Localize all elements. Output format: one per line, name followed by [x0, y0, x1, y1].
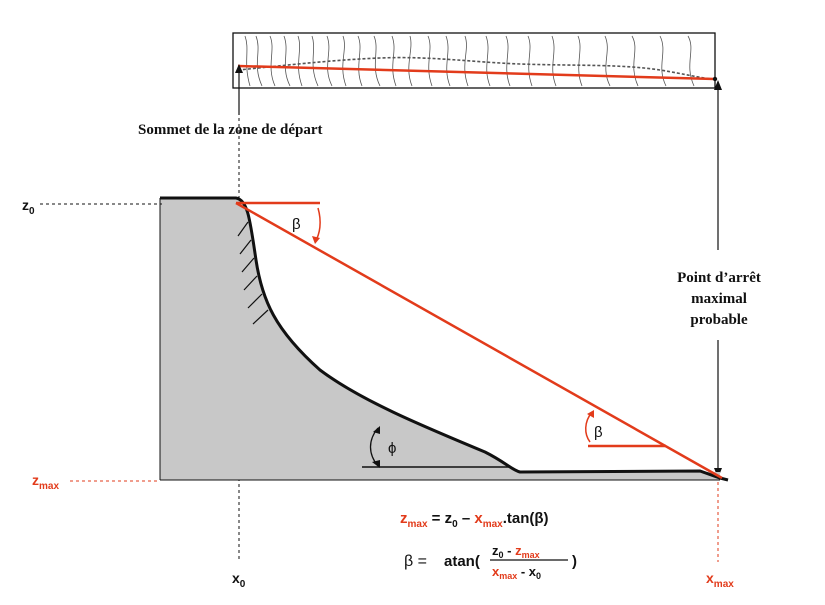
runout-line-profile	[235, 201, 723, 480]
stop-point-label: Point d’arrêt maximal probable	[664, 268, 774, 331]
start-zone-hatching	[237, 221, 269, 325]
runout-line-map	[237, 64, 716, 81]
start-zone-top-label: Sommet de la zone de départ	[138, 122, 323, 138]
stop-point-arrowhead-upper	[714, 80, 722, 90]
stop-point-marker	[712, 76, 718, 82]
phi-arc-arrowhead-bottom	[372, 460, 380, 468]
formula-beta-numerator: z0 - zmax	[492, 543, 540, 560]
formula-zmax: zmax = z0 – xmax.tan(β)	[400, 510, 549, 530]
formula-beta-lhs: β =	[404, 553, 427, 570]
z0-label: z0	[22, 197, 35, 217]
contour-lines	[244, 35, 695, 87]
beta-arc-bottom-arrowhead	[587, 410, 594, 418]
xmax-label: xmax	[706, 570, 734, 590]
slope-profile-line	[160, 196, 729, 482]
beta-label-bottom: β	[594, 424, 603, 441]
stop-point-label-line2: maximal	[691, 291, 747, 307]
beta-arc-bottom	[585, 411, 593, 443]
formula-beta-fn: atan(	[444, 553, 480, 570]
stop-point-label-line3: probable	[690, 312, 748, 328]
formula-beta-close: )	[572, 553, 577, 570]
phi-arc-arrowhead-top	[373, 426, 380, 434]
x0-up-arrowhead	[235, 64, 243, 73]
formula-beta-denominator: xmax - x0	[492, 564, 541, 581]
beta-arc-top	[314, 207, 321, 243]
beta-label-top: β	[292, 216, 301, 233]
terrain-map-strip	[232, 32, 718, 89]
phi-label: ϕ	[388, 440, 396, 457]
stop-point-label-line1: Point d’arrêt	[677, 270, 761, 286]
slope-profile-fill	[160, 198, 720, 480]
beta-arc-top-arrowhead	[312, 236, 320, 244]
x0-label: x0	[232, 570, 246, 590]
zmax-label: zmax	[32, 472, 59, 492]
avalanche-path-dotted	[237, 56, 714, 80]
